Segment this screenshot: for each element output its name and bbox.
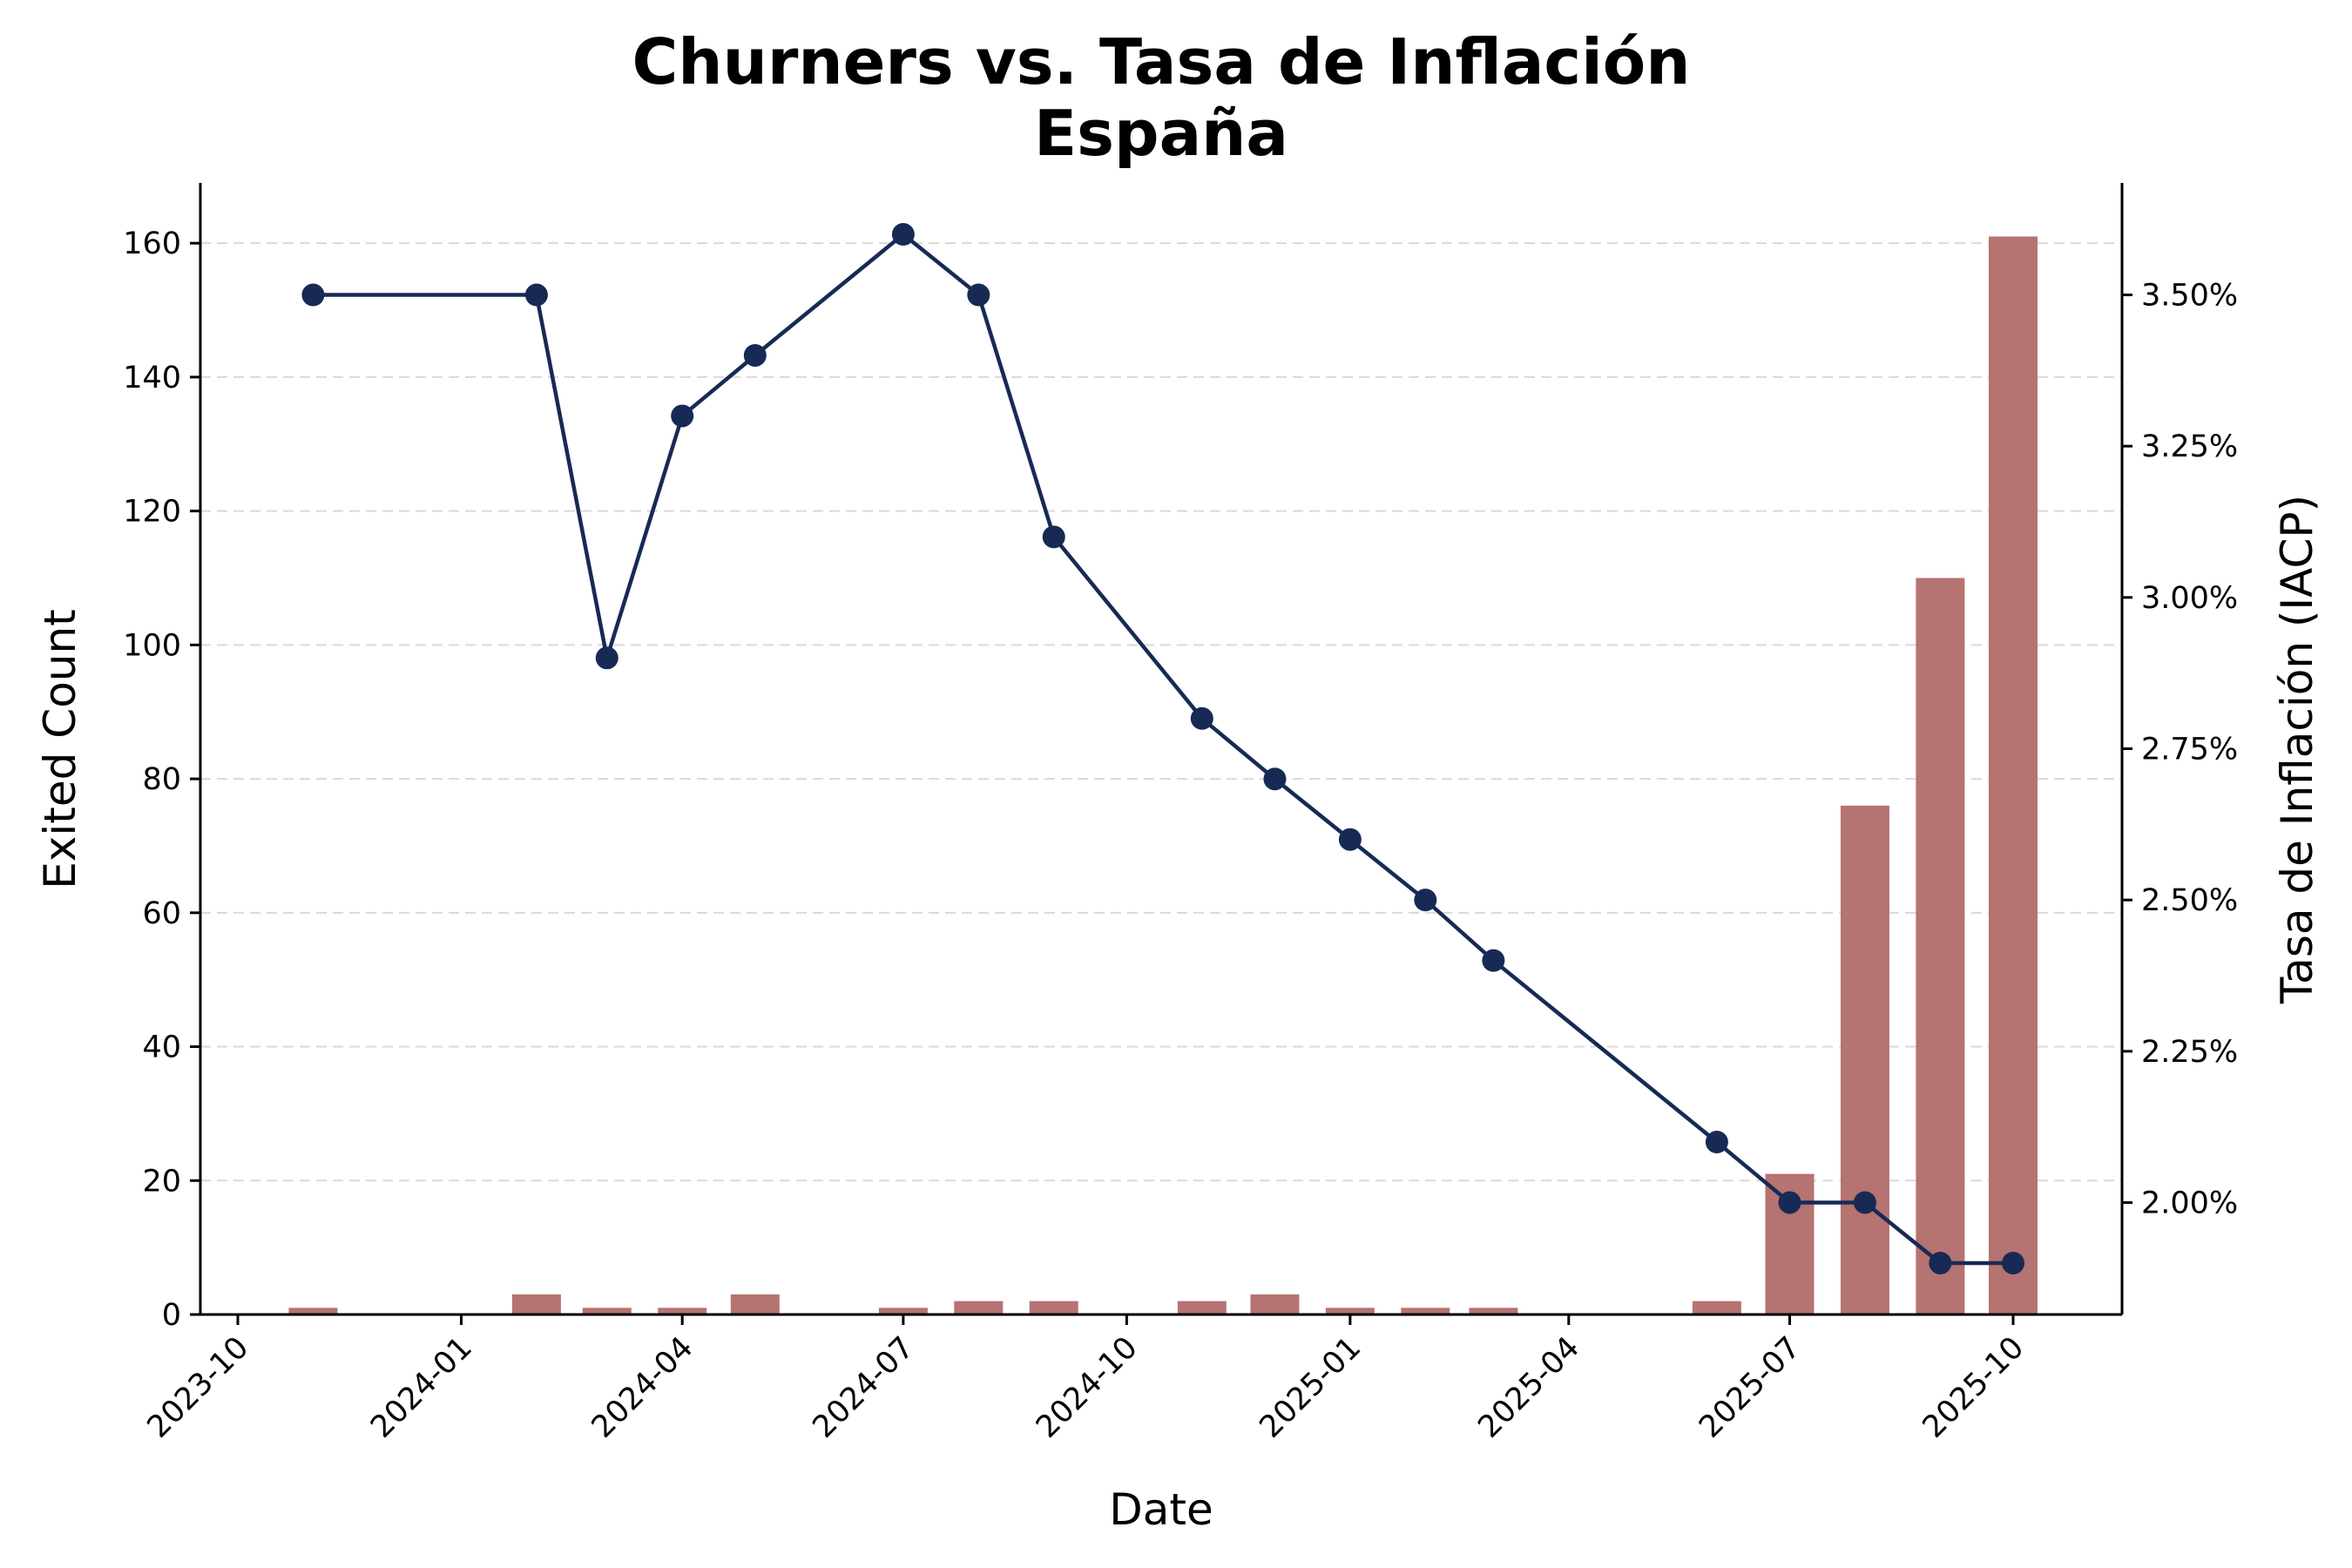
- line-point: [1705, 1131, 1728, 1154]
- y-tick-label: 160: [123, 226, 181, 261]
- line-point: [891, 223, 915, 247]
- bar: [582, 1308, 632, 1315]
- chart-subtitle: España: [1034, 97, 1288, 170]
- bar: [730, 1294, 780, 1315]
- bar: [1401, 1308, 1450, 1315]
- bar: [511, 1294, 561, 1315]
- line-point: [1263, 767, 1287, 791]
- line-point: [743, 343, 767, 367]
- bar: [954, 1301, 1004, 1315]
- y2-axis-ticks: 2.00% 2.25% 2.50% 2.75% 3.00% 3.25% 3.50%: [2122, 279, 2238, 1220]
- line-point: [2002, 1251, 2024, 1274]
- bar: [1177, 1301, 1227, 1315]
- bar-series: [288, 236, 2038, 1315]
- y2-tick-label: 2.75%: [2141, 733, 2238, 767]
- line-point: [1042, 525, 1065, 549]
- bar: [1840, 805, 1889, 1315]
- line-point: [1338, 828, 1362, 851]
- x-tick-label: 2025-07: [1693, 1330, 1808, 1445]
- bar: [878, 1308, 928, 1315]
- y2-tick-label: 2.00%: [2141, 1186, 2238, 1220]
- y-tick-label: 80: [142, 762, 181, 797]
- x-tick-label: 2023-10: [141, 1330, 256, 1445]
- line-series: [301, 223, 2024, 1274]
- line-point: [1190, 706, 1213, 730]
- line-point: [967, 283, 990, 307]
- x-axis-ticks: 2023-10 2024-01 2024-04 2024-07 2024-10 2025-…: [141, 1315, 2031, 1445]
- bar: [658, 1308, 707, 1315]
- x-tick-label: 2025-10: [1916, 1330, 2031, 1445]
- bar: [288, 1308, 338, 1315]
- line-point: [1778, 1191, 1801, 1214]
- bar: [1250, 1294, 1300, 1315]
- y-tick-label: 60: [142, 896, 181, 931]
- bar: [1916, 578, 1965, 1315]
- line-point: [1414, 889, 1437, 912]
- y2-tick-label: 2.25%: [2141, 1035, 2238, 1070]
- line-point: [671, 404, 694, 428]
- y-tick-label: 20: [142, 1164, 181, 1199]
- line-point: [1853, 1191, 1876, 1214]
- bar: [1469, 1308, 1518, 1315]
- x-tick-label: 2024-01: [364, 1330, 479, 1445]
- y2-tick-label: 2.50%: [2141, 883, 2238, 918]
- y2-axis-label: Tasa de Inflación (IACP): [2272, 495, 2322, 1004]
- y2-tick-label: 3.25%: [2141, 429, 2238, 464]
- y-tick-label: 120: [123, 495, 181, 530]
- y-tick-label: 140: [123, 361, 181, 395]
- line-point: [1482, 949, 1505, 972]
- x-tick-label: 2024-04: [585, 1330, 700, 1445]
- y-axis-ticks: 0 20 40 60 80 100 120 140 160: [123, 226, 200, 1333]
- y-tick-label: 100: [123, 628, 181, 663]
- x-tick-label: 2024-07: [807, 1330, 922, 1445]
- x-axis-label: Date: [1109, 1484, 1213, 1535]
- inflation-line: [313, 232, 2013, 1266]
- x-tick-label: 2025-04: [1471, 1330, 1586, 1445]
- line-point: [1929, 1251, 1952, 1274]
- x-tick-label: 2025-01: [1254, 1330, 1369, 1445]
- bar: [1325, 1308, 1375, 1315]
- x-tick-label: 2024-10: [1030, 1330, 1145, 1445]
- bar: [1692, 1301, 1741, 1315]
- chart-title: Churners vs. Tasa de Inflación: [632, 25, 1690, 98]
- y2-tick-label: 3.50%: [2141, 279, 2238, 314]
- y-tick-label: 0: [162, 1298, 181, 1333]
- y-axis-label: Exited Count: [35, 609, 85, 889]
- line-point: [595, 646, 618, 670]
- grid-lines: [200, 242, 2122, 1182]
- axes: [199, 183, 2124, 1316]
- line-point: [301, 283, 325, 307]
- bar: [1029, 1301, 1078, 1315]
- y2-tick-label: 3.00%: [2141, 581, 2238, 616]
- y-tick-label: 40: [142, 1031, 181, 1065]
- line-point: [524, 283, 548, 307]
- bar: [1989, 236, 2038, 1315]
